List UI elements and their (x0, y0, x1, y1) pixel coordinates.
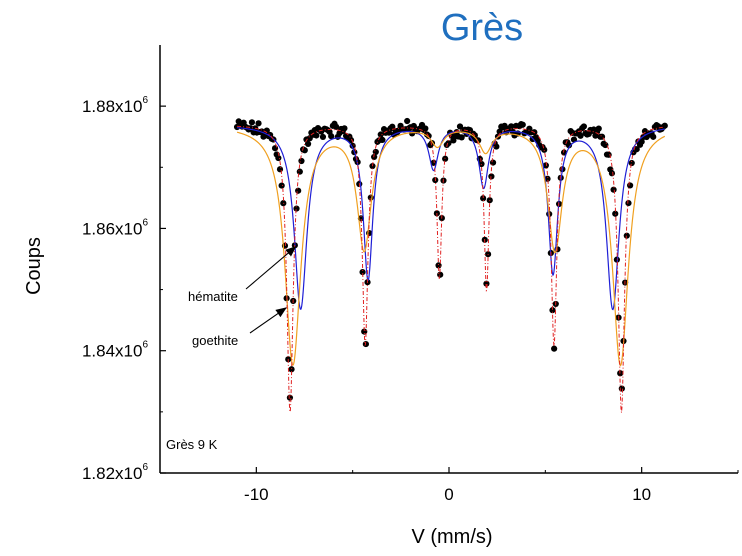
fit-curve-3 (237, 125, 665, 413)
data-point (608, 170, 616, 177)
annotation-arrow (245, 246, 297, 290)
data-point (544, 175, 551, 182)
data-point (333, 123, 340, 130)
x-axis-title: V (mm/s) (411, 526, 492, 548)
data-point (549, 307, 556, 314)
data-point (483, 280, 490, 287)
fit-curve-2 (236, 131, 666, 367)
data-point (328, 133, 335, 140)
data-point (625, 200, 632, 207)
sample-label: Grès 9 K (166, 437, 218, 452)
x-tick-label: 10 (632, 485, 651, 504)
data-point (422, 125, 429, 132)
fit-curve-1 (237, 127, 665, 311)
annotation-arrow (249, 307, 287, 334)
y-tick-label: 1.84x106 (82, 340, 149, 361)
y-axis: 1.82x106 1.84x106 1.86x106 1.88x106 (82, 45, 166, 483)
y-tick-label: 1.82x106 (82, 462, 149, 483)
annotations: hématite goethite (188, 246, 297, 348)
x-axis: -10 0 10 (159, 467, 739, 504)
data-point (650, 133, 657, 140)
data-point (542, 162, 549, 169)
data-point (296, 168, 303, 175)
data-point (661, 122, 668, 129)
data-point (313, 132, 320, 139)
data-point (288, 366, 295, 373)
y-tick-label: 1.88x106 (82, 95, 149, 116)
data-point (298, 157, 305, 165)
data-point (295, 187, 302, 194)
data-point (541, 146, 548, 153)
data-point (458, 134, 465, 141)
data-point (248, 119, 256, 126)
data-point (435, 262, 442, 269)
x-tick-label: -10 (244, 485, 269, 504)
x-tick-label: 0 (444, 485, 453, 504)
data-point (508, 123, 515, 130)
chart-title: Grès (441, 7, 523, 49)
y-axis-title: Coups (23, 237, 45, 295)
data-point (359, 269, 366, 276)
data-point (577, 132, 584, 139)
annotation-label: hématite (188, 289, 238, 304)
data-point (341, 125, 348, 132)
data-point (565, 142, 573, 149)
data-point (372, 148, 379, 156)
data-point (489, 159, 497, 166)
data-point (638, 138, 645, 145)
data-point (276, 166, 284, 173)
data-point (618, 385, 625, 392)
data-point (627, 182, 634, 189)
data-point (610, 186, 617, 193)
data-point (430, 159, 437, 166)
data-point (379, 136, 386, 144)
annotation-label: goethite (192, 333, 238, 348)
data-point (304, 140, 312, 148)
data-point (633, 146, 640, 153)
data-point (319, 133, 327, 141)
data-point (278, 182, 285, 189)
data-point (519, 121, 526, 128)
data-point (367, 194, 374, 201)
data-point (275, 154, 282, 162)
data-point (286, 394, 294, 401)
data-point (480, 195, 487, 202)
data-point (293, 205, 300, 212)
data-point (496, 128, 503, 135)
data-point (580, 123, 587, 130)
y-tick-label: 1.86x106 (82, 217, 149, 238)
data-point (377, 131, 384, 138)
plot-area (233, 117, 668, 413)
data-point (389, 123, 396, 130)
data-point (493, 143, 500, 150)
data-point (478, 160, 485, 168)
data-point (602, 141, 609, 149)
data-point (551, 345, 558, 352)
data-point (628, 159, 635, 167)
data-point (595, 125, 602, 132)
data-point (404, 117, 411, 125)
data-point (255, 120, 262, 127)
